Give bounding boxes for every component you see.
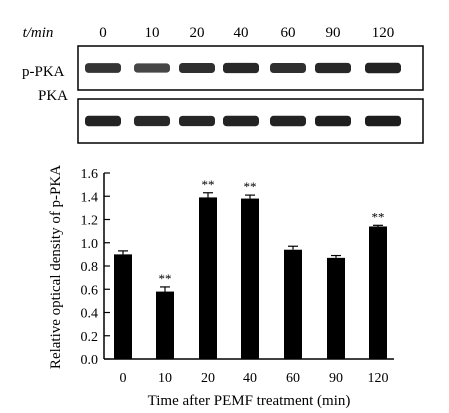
blot-band [85, 115, 121, 127]
blot-time-label: 10 [145, 25, 160, 41]
bar [241, 198, 259, 359]
y-tick-label: 0.4 [81, 307, 99, 322]
bar [327, 257, 345, 359]
significance-marker: ** [244, 179, 257, 194]
blot-band [270, 115, 306, 127]
x-tick-label: 120 [368, 371, 389, 386]
y-tick-label: 0.2 [81, 330, 99, 345]
bar [284, 249, 302, 359]
bar [369, 226, 387, 359]
blot-band [315, 62, 351, 74]
x-axis-label: Time after PEMF treatment (min) [148, 393, 351, 409]
blot-band [365, 115, 401, 127]
time-axis-label: t/min [23, 25, 54, 41]
y-tick-label: 0.0 [81, 353, 99, 368]
y-tick-label: 0.6 [81, 283, 99, 298]
blot-band [315, 115, 351, 127]
row-label-pka: PKA [38, 88, 68, 104]
y-axis-ticks: 0.0 0.2 0.4 0.6 0.8 1.0 1.2 1.4 1.6 [81, 167, 110, 368]
blot-time-label: 0 [99, 25, 107, 41]
blot-band [223, 62, 259, 74]
blot-time-label: 120 [372, 25, 395, 41]
significance-marker: ** [159, 271, 172, 286]
blot-band [270, 63, 306, 73]
y-axis-label: Relative optical density of p-PKA [48, 165, 64, 369]
blot-band [179, 63, 215, 73]
x-tick-label: 10 [158, 371, 172, 386]
x-tick-label: 90 [329, 371, 343, 386]
western-blot-panel: t/min 0 10 20 40 60 90 120 p-PKA PKA [22, 25, 424, 144]
x-tick-label: 60 [286, 371, 300, 386]
x-tick-label: 40 [243, 371, 257, 386]
significance-marker: ** [202, 177, 215, 192]
y-tick-label: 1.2 [81, 214, 99, 229]
y-tick-label: 1.4 [81, 190, 99, 205]
blot-band [134, 115, 170, 127]
blot-band [179, 115, 215, 127]
time-axis-label-text: t/min [23, 25, 54, 41]
x-axis-tick-labels: 0 10 20 40 60 90 120 [120, 371, 389, 386]
row-label-p-pka: p-PKA [22, 64, 65, 80]
y-tick-label: 1.6 [81, 167, 99, 182]
y-tick-label: 0.8 [81, 260, 99, 275]
bar [156, 291, 174, 359]
blot-bands [85, 62, 401, 127]
y-tick-label: 1.0 [81, 237, 99, 252]
blot-band [85, 63, 121, 73]
bar [199, 197, 217, 359]
blot-time-labels: 0 10 20 40 60 90 120 [99, 25, 394, 41]
blot-band [134, 63, 170, 73]
blot-time-label: 40 [234, 25, 249, 41]
blot-time-label: 60 [281, 25, 296, 41]
blot-time-label: 20 [190, 25, 205, 41]
bar [114, 254, 132, 359]
bars: ** ** ** ** [114, 177, 387, 359]
x-tick-label: 0 [120, 371, 127, 386]
blot-band [223, 115, 259, 127]
blot-band [365, 62, 401, 74]
significance-marker: ** [372, 209, 385, 224]
blot-time-label: 90 [326, 25, 341, 41]
bar-chart: 0.0 0.2 0.4 0.6 0.8 1.0 1.2 1.4 1.6 ** ** ** ** 0 10… [48, 165, 394, 409]
x-tick-label: 20 [201, 371, 215, 386]
